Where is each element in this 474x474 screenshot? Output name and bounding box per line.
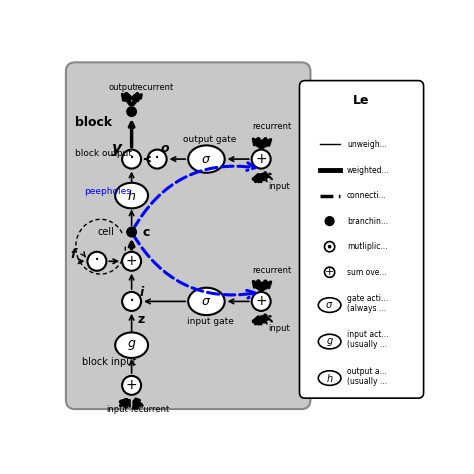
Text: input: input bbox=[269, 324, 290, 333]
Text: unweigh...: unweigh... bbox=[347, 140, 387, 149]
Circle shape bbox=[252, 150, 271, 169]
Text: +: + bbox=[255, 294, 267, 309]
Text: input gate: input gate bbox=[187, 317, 234, 326]
Circle shape bbox=[127, 228, 137, 237]
Text: ·: · bbox=[128, 292, 135, 310]
Text: connecti...: connecti... bbox=[347, 191, 387, 200]
Circle shape bbox=[328, 245, 331, 248]
Text: ·: · bbox=[154, 149, 160, 168]
Circle shape bbox=[122, 292, 141, 311]
Circle shape bbox=[122, 252, 141, 271]
Text: recurrent: recurrent bbox=[253, 266, 292, 275]
Text: $h$: $h$ bbox=[127, 189, 136, 202]
Text: block input: block input bbox=[82, 356, 137, 366]
Text: $\sigma$: $\sigma$ bbox=[325, 300, 334, 310]
Circle shape bbox=[87, 252, 107, 271]
Text: Le: Le bbox=[353, 94, 370, 107]
Circle shape bbox=[325, 217, 334, 226]
Ellipse shape bbox=[115, 332, 148, 358]
Text: recurrent: recurrent bbox=[130, 405, 170, 414]
Ellipse shape bbox=[188, 288, 225, 315]
Ellipse shape bbox=[115, 183, 148, 209]
Circle shape bbox=[122, 150, 141, 169]
Text: sum ove...: sum ove... bbox=[347, 268, 386, 277]
Ellipse shape bbox=[319, 371, 341, 385]
Text: recurrent: recurrent bbox=[253, 122, 292, 131]
Text: output a...
(usually ...: output a... (usually ... bbox=[347, 366, 387, 386]
Text: +: + bbox=[126, 254, 137, 268]
Text: +: + bbox=[325, 267, 334, 277]
FancyBboxPatch shape bbox=[300, 81, 424, 398]
Text: recurrent: recurrent bbox=[134, 83, 173, 92]
Text: input act...
(usually ...: input act... (usually ... bbox=[347, 330, 389, 349]
Text: output gate: output gate bbox=[183, 135, 237, 144]
Text: +: + bbox=[255, 152, 267, 166]
Text: cell: cell bbox=[98, 227, 115, 237]
Ellipse shape bbox=[319, 298, 341, 312]
Ellipse shape bbox=[188, 146, 225, 173]
Text: output: output bbox=[109, 83, 137, 92]
FancyBboxPatch shape bbox=[66, 63, 310, 409]
Text: ·: · bbox=[128, 149, 135, 168]
Circle shape bbox=[325, 242, 335, 252]
Circle shape bbox=[127, 107, 137, 117]
Text: c: c bbox=[143, 226, 150, 238]
Text: y: y bbox=[112, 141, 122, 155]
Ellipse shape bbox=[319, 334, 341, 349]
Text: +: + bbox=[126, 378, 137, 392]
Text: branchin...: branchin... bbox=[347, 217, 388, 226]
Text: input: input bbox=[269, 182, 290, 191]
Text: $\sigma$: $\sigma$ bbox=[201, 295, 211, 308]
Text: i: i bbox=[140, 286, 144, 299]
Circle shape bbox=[148, 150, 167, 169]
Circle shape bbox=[252, 292, 271, 311]
Text: ·: · bbox=[94, 251, 100, 270]
Text: mutliplic...: mutliplic... bbox=[347, 242, 387, 251]
Text: block: block bbox=[75, 116, 112, 129]
Text: $\sigma$: $\sigma$ bbox=[201, 153, 211, 165]
Text: gate acti...
(always ...: gate acti... (always ... bbox=[347, 293, 388, 313]
Circle shape bbox=[325, 267, 335, 277]
Text: peepholes: peepholes bbox=[84, 187, 131, 196]
Text: $h$: $h$ bbox=[326, 372, 333, 384]
Text: block output: block output bbox=[75, 149, 132, 158]
Text: input: input bbox=[106, 405, 128, 414]
Text: f: f bbox=[71, 248, 76, 261]
Text: z: z bbox=[138, 313, 145, 326]
Text: $g$: $g$ bbox=[326, 336, 334, 347]
Text: $g$: $g$ bbox=[127, 338, 137, 352]
Text: weighted...: weighted... bbox=[347, 165, 390, 174]
Circle shape bbox=[122, 376, 141, 395]
Text: o: o bbox=[160, 142, 169, 155]
